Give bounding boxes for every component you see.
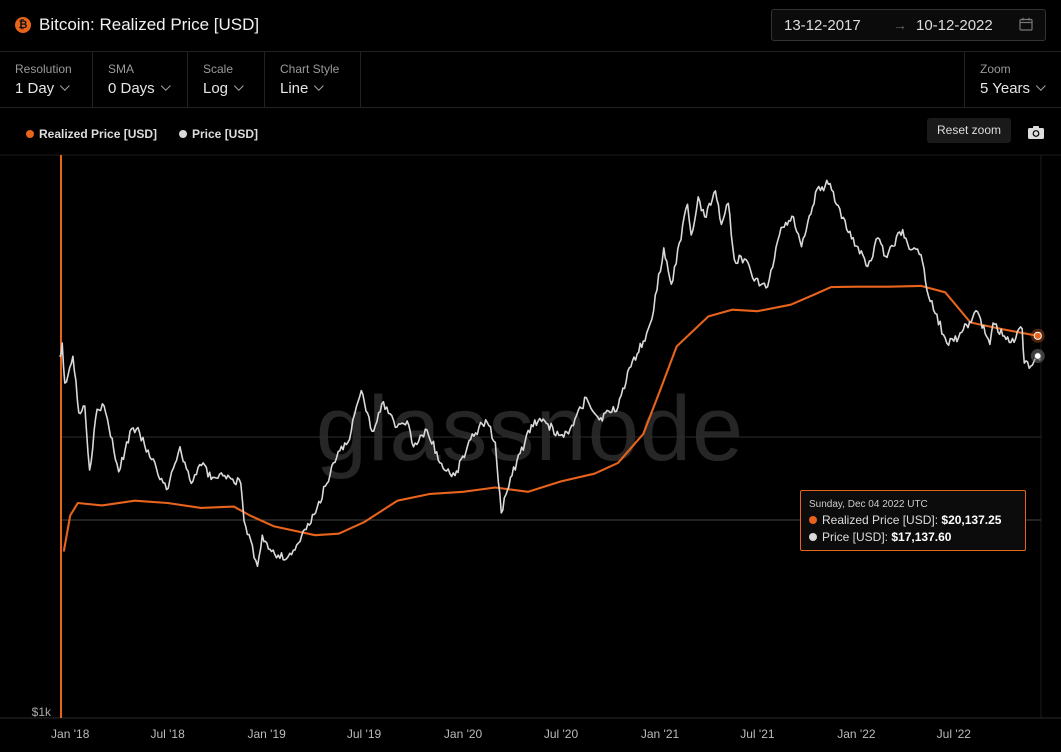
zoom-dropdown[interactable]: Zoom 5 Years bbox=[964, 52, 1061, 107]
x-tick-label: Jan '21 bbox=[641, 727, 680, 741]
chevron-down-icon bbox=[314, 81, 325, 91]
x-tick-label: Jul '22 bbox=[937, 727, 972, 741]
x-tick-label: Jul '19 bbox=[347, 727, 382, 741]
y-tick-label: $1k bbox=[32, 705, 52, 719]
chart-title: Bitcoin: Realized Price [USD] bbox=[39, 15, 260, 34]
legend-label: Realized Price [USD] bbox=[39, 127, 158, 141]
reset-zoom-button[interactable]: Reset zoom bbox=[927, 118, 1011, 143]
scale-value: Log bbox=[203, 80, 229, 97]
chart-style-value: Line bbox=[280, 80, 309, 97]
chevron-down-icon bbox=[160, 81, 171, 91]
arrow-right-icon: → bbox=[893, 17, 907, 33]
x-tick-label: Jan '18 bbox=[51, 727, 90, 741]
x-tick-label: Jul '20 bbox=[544, 727, 579, 741]
tooltip-dot bbox=[809, 533, 817, 541]
tooltip-price-label: Price [USD]: bbox=[822, 530, 889, 544]
legend-dot bbox=[26, 130, 34, 138]
watermark: glassnode bbox=[316, 378, 744, 480]
sma-dropdown[interactable]: SMA 0 Days bbox=[93, 52, 188, 107]
hover-marker-price bbox=[1033, 352, 1042, 360]
chart-style-label: Chart Style bbox=[280, 62, 340, 76]
resolution-label: Resolution bbox=[15, 62, 72, 76]
x-tick-label: Jan '20 bbox=[444, 727, 483, 741]
chevron-down-icon bbox=[60, 81, 70, 91]
chart-area[interactable]: glassnode $1k Jan '18 Jul '18 Jan '19 Jul '19… bbox=[0, 150, 1061, 752]
tooltip-realized-value: $20,137.25 bbox=[941, 513, 1002, 527]
date-range-picker[interactable]: 13-12-2017 → 10-12-2022 bbox=[771, 9, 1046, 41]
date-from[interactable]: 13-12-2017 bbox=[784, 17, 861, 34]
tooltip-realized-label: Realized Price [USD]: bbox=[822, 513, 939, 527]
date-to[interactable]: 10-12-2022 bbox=[916, 17, 993, 34]
scale-dropdown[interactable]: Scale Log bbox=[188, 52, 265, 107]
resolution-value: 1 Day bbox=[15, 80, 55, 97]
camera-icon[interactable] bbox=[1027, 124, 1045, 140]
hover-marker-realized bbox=[1033, 331, 1042, 340]
chevron-down-icon bbox=[233, 81, 244, 91]
chart-tooltip: Sunday, Dec 04 2022 UTC Realized Price [… bbox=[800, 490, 1026, 551]
resolution-dropdown[interactable]: Resolution 1 Day bbox=[0, 52, 93, 107]
sma-value: 0 Days bbox=[108, 80, 155, 97]
bitcoin-icon: ₿ bbox=[15, 17, 31, 33]
calendar-icon[interactable] bbox=[1019, 17, 1033, 31]
tooltip-row-price: Price [USD]: $17,137.60 bbox=[809, 530, 1017, 544]
x-tick-label: Jan '22 bbox=[837, 727, 876, 741]
legend-item-realized[interactable]: Realized Price [USD] bbox=[26, 127, 157, 141]
tooltip-row-realized: Realized Price [USD]: $20,137.25 bbox=[809, 513, 1017, 527]
x-tick-label: Jan '19 bbox=[247, 727, 286, 741]
price-line bbox=[59, 179, 1042, 568]
realized-price-line bbox=[62, 284, 1038, 552]
chart-header: ₿ Bitcoin: Realized Price [USD] 13-12-20… bbox=[0, 0, 1061, 52]
x-tick-label: Jul '18 bbox=[150, 727, 185, 741]
chevron-down-icon bbox=[1035, 81, 1046, 91]
tooltip-date: Sunday, Dec 04 2022 UTC bbox=[809, 499, 928, 510]
legend-dot bbox=[179, 130, 187, 138]
chart-style-dropdown[interactable]: Chart Style Line bbox=[265, 52, 361, 107]
zoom-value: 5 Years bbox=[980, 80, 1031, 97]
legend-item-price[interactable]: Price [USD] bbox=[179, 127, 258, 141]
tooltip-dot bbox=[809, 516, 817, 524]
legend-label: Price [USD] bbox=[192, 127, 259, 141]
sma-label: SMA bbox=[108, 62, 135, 76]
tooltip-price-value: $17,137.60 bbox=[891, 530, 952, 544]
scale-label: Scale bbox=[203, 62, 234, 76]
controls-bar: Resolution 1 Day SMA 0 Days Scale Log Ch… bbox=[0, 52, 1061, 108]
x-tick-label: Jul '21 bbox=[740, 727, 775, 741]
zoom-label: Zoom bbox=[980, 62, 1011, 76]
